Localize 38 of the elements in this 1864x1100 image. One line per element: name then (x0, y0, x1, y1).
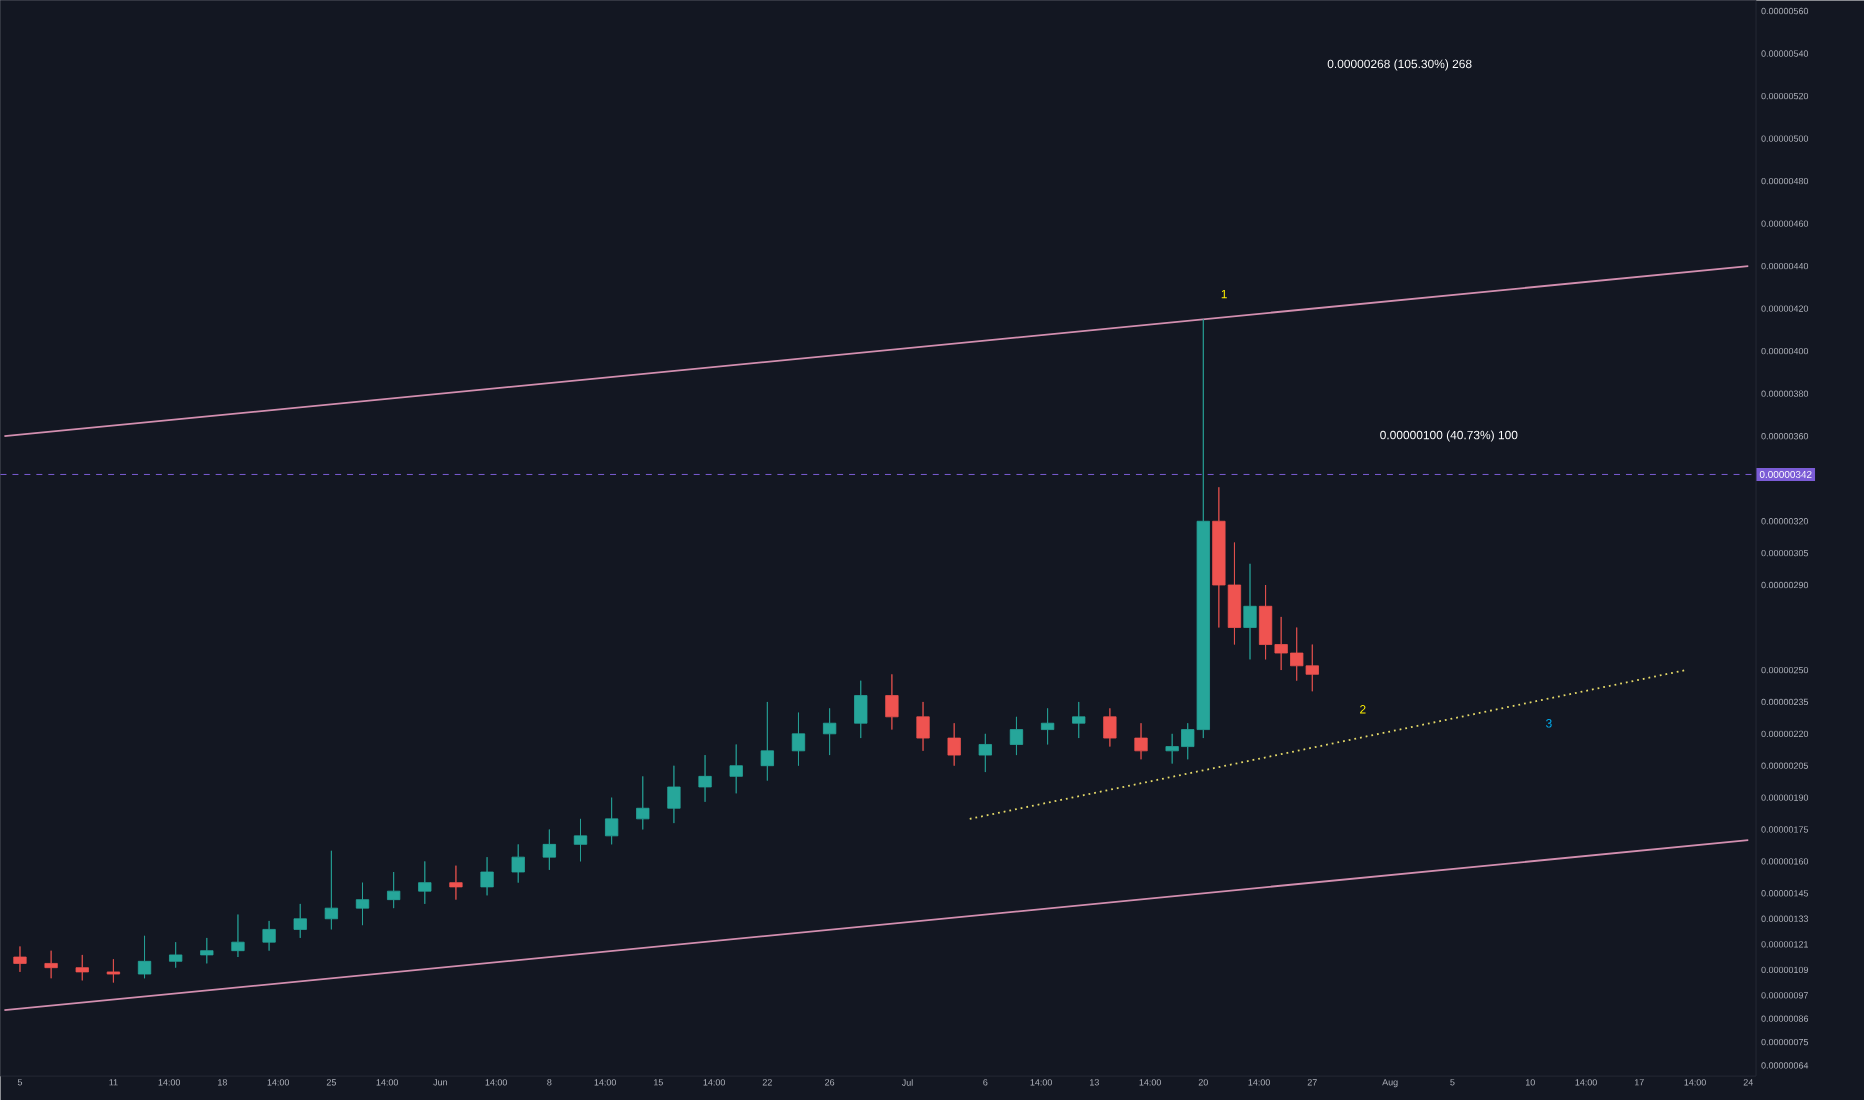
candlestick (667, 765, 681, 824)
candlestick (885, 673, 899, 730)
candlestick (729, 744, 743, 794)
candlestick (822, 707, 837, 756)
candlestick (200, 937, 214, 964)
candlestick (262, 920, 276, 952)
candlestick (760, 701, 774, 781)
candlestick (1040, 707, 1055, 745)
candlestick (355, 882, 370, 926)
candlestick (854, 680, 868, 739)
candlestick (106, 958, 121, 983)
candlestick (1009, 716, 1024, 756)
candlestick (480, 856, 494, 896)
candlestick (605, 797, 619, 845)
candlestick (387, 871, 401, 909)
candlestick (542, 829, 556, 871)
candlestick (13, 945, 27, 973)
candlestick (137, 935, 152, 979)
candlestick (1103, 707, 1117, 747)
candlestick (947, 722, 961, 767)
candlestick (1072, 701, 1086, 739)
candlestick (293, 903, 307, 939)
candlestick (511, 843, 525, 884)
candlestick (791, 712, 806, 767)
candlestick (231, 914, 245, 958)
candlestick (418, 860, 432, 905)
candlestick (449, 865, 463, 901)
candlestick (44, 950, 58, 979)
candlestick (698, 754, 712, 803)
candlestick (75, 954, 89, 981)
candlestick (324, 850, 338, 930)
candlestick (636, 775, 650, 830)
candlestick (1243, 563, 1257, 660)
candlestick (916, 701, 930, 752)
candlestick (573, 818, 588, 862)
candlestick (169, 941, 183, 969)
candlestick (1134, 722, 1148, 760)
candlestick (978, 733, 992, 773)
